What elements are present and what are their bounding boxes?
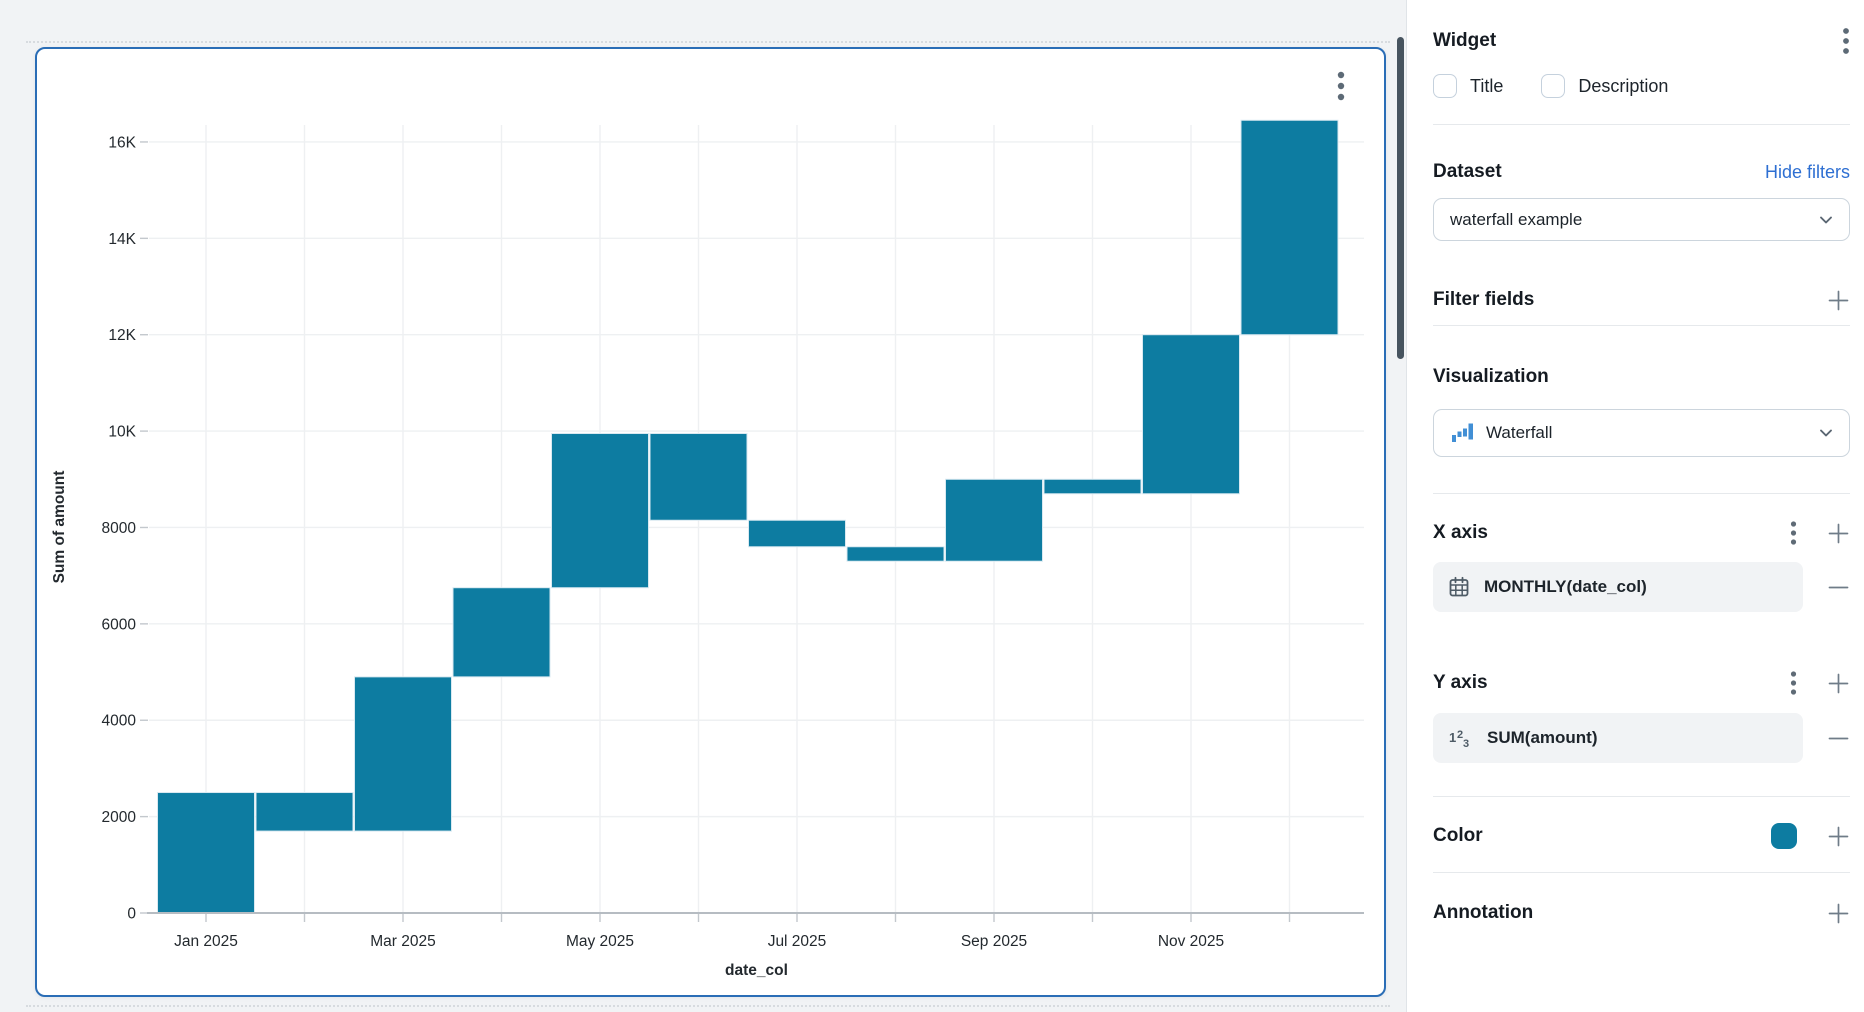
x-axis-tick-label: May 2025 [566, 933, 634, 950]
title-checkbox[interactable] [1433, 74, 1457, 98]
y-axis-add-button[interactable] [1827, 672, 1850, 695]
visualization-section-title: Visualization [1433, 366, 1549, 387]
color-swatch[interactable] [1771, 823, 1797, 849]
filter-fields-section-title: Filter fields [1433, 289, 1535, 310]
plus-icon [1828, 673, 1849, 693]
panel-menu-button[interactable] [1842, 26, 1850, 56]
annotation-add-button[interactable] [1827, 902, 1850, 925]
x-axis-tick-label: Nov 2025 [1158, 933, 1224, 950]
waterfall-bar[interactable] [255, 792, 354, 832]
dataset-select[interactable]: waterfall example [1433, 198, 1850, 241]
waterfall-bar[interactable] [945, 478, 1043, 562]
kebab-menu-icon [1790, 521, 1797, 545]
y-axis-remove-button[interactable] [1827, 727, 1850, 750]
y-axis-tick-label: 8000 [102, 520, 137, 537]
minus-icon [1828, 737, 1849, 739]
panel-title: Widget [1433, 30, 1497, 51]
dataset-section-title: Dataset [1433, 161, 1502, 182]
x-axis-section-title: X axis [1433, 522, 1488, 543]
x-axis-add-button[interactable] [1827, 522, 1850, 545]
y-axis-tick-label: 14K [108, 231, 136, 248]
y-axis-field-label: SUM(amount) [1487, 728, 1598, 747]
minus-icon [1828, 586, 1849, 588]
y-axis-tick-label: 6000 [102, 616, 137, 633]
svg-text:1: 1 [1449, 730, 1456, 745]
waterfall-chart-type-icon [1452, 423, 1473, 442]
x-axis-remove-button[interactable] [1827, 576, 1850, 599]
y-axis-tick-label: 2000 [102, 809, 137, 826]
y-axis-tick-label: 12K [108, 327, 136, 344]
x-axis-title: date_col [725, 962, 788, 979]
waterfall-bar[interactable] [1043, 478, 1142, 495]
kebab-menu-icon [1843, 28, 1849, 54]
y-axis-field-chip[interactable]: 1 2 3 SUM(amount) [1433, 713, 1803, 763]
x-axis-field-chip[interactable]: MONTHLY(date_col) [1433, 562, 1803, 612]
grid-guide-line-bottom [26, 1005, 1390, 1007]
plus-icon [1828, 826, 1849, 846]
dashboard-canvas: 0 2000 4000 6000 8000 10K 12K 14K 16K Jan 2025 Mar… [26, 37, 1404, 1007]
waterfall-bar[interactable] [1240, 119, 1339, 336]
panel-scrollbar-thumb[interactable] [1397, 37, 1404, 359]
y-axis-tick-label: 10K [108, 424, 136, 441]
description-checkbox-label: Description [1578, 75, 1669, 96]
waterfall-chart: 0 2000 4000 6000 8000 10K 12K 14K 16K Jan 2025 Mar… [51, 119, 1364, 979]
y-axis-section-title: Y axis [1433, 672, 1488, 693]
waterfall-bar[interactable] [846, 546, 945, 562]
widget-config-panel: Widget Title Description Dataset Hide fi… [1406, 0, 1864, 1012]
waterfall-bar[interactable] [1142, 334, 1240, 495]
x-axis-tick-label: Sep 2025 [961, 933, 1027, 950]
y-axis-tick-label: 16K [108, 134, 136, 151]
waterfall-bar[interactable] [157, 792, 255, 914]
chart-widget-card[interactable]: 0 2000 4000 6000 8000 10K 12K 14K 16K Jan 2025 Mar… [35, 47, 1386, 997]
x-axis-tick-label: Jan 2025 [174, 933, 238, 950]
y-axis-menu-button[interactable] [1790, 670, 1797, 696]
color-add-button[interactable] [1827, 825, 1850, 848]
chevron-down-icon [1820, 216, 1832, 223]
kebab-menu-icon [1790, 671, 1797, 695]
waterfall-bar[interactable] [452, 587, 551, 678]
y-axis-tick-label: 4000 [102, 713, 137, 730]
calendar-icon [1449, 576, 1469, 597]
plus-icon [1828, 903, 1849, 923]
title-checkbox-label: Title [1470, 75, 1504, 96]
chevron-down-icon [1820, 429, 1832, 437]
panel-divider [1433, 872, 1850, 873]
hide-filters-link[interactable]: Hide filters [1764, 161, 1850, 182]
panel-divider [1433, 124, 1850, 125]
panel-divider [1433, 796, 1850, 797]
widget-menu-button[interactable] [1330, 69, 1352, 103]
visualization-select-value: Waterfall [1486, 423, 1553, 442]
annotation-section-title: Annotation [1433, 902, 1534, 923]
kebab-menu-icon [1337, 71, 1345, 101]
description-checkbox[interactable] [1541, 74, 1566, 98]
svg-text:3: 3 [1463, 738, 1469, 749]
x-axis-menu-button[interactable] [1790, 520, 1797, 546]
waterfall-bar[interactable] [748, 519, 846, 548]
dataset-select-value: waterfall example [1450, 209, 1583, 229]
visualization-select[interactable]: Waterfall [1433, 409, 1850, 457]
plus-icon [1828, 523, 1849, 543]
svg-text:2: 2 [1457, 729, 1463, 741]
y-axis-title: Sum of amount [51, 471, 68, 584]
waterfall-bar[interactable] [649, 433, 748, 521]
number-123-icon: 1 2 3 [1449, 729, 1469, 749]
add-filter-button[interactable] [1827, 289, 1850, 312]
waterfall-bar[interactable] [354, 676, 452, 832]
panel-divider [1433, 493, 1850, 494]
plus-icon [1828, 290, 1849, 310]
waterfall-bar[interactable] [551, 433, 649, 589]
panel-divider [1433, 325, 1850, 326]
x-axis-tick-label: Jul 2025 [768, 933, 827, 950]
color-section-title: Color [1433, 825, 1483, 846]
grid-guide-line-top [26, 41, 1390, 43]
x-axis-field-label: MONTHLY(date_col) [1484, 577, 1647, 596]
x-axis-tick-label: Mar 2025 [370, 933, 435, 950]
y-axis-tick-label: 0 [127, 906, 136, 923]
